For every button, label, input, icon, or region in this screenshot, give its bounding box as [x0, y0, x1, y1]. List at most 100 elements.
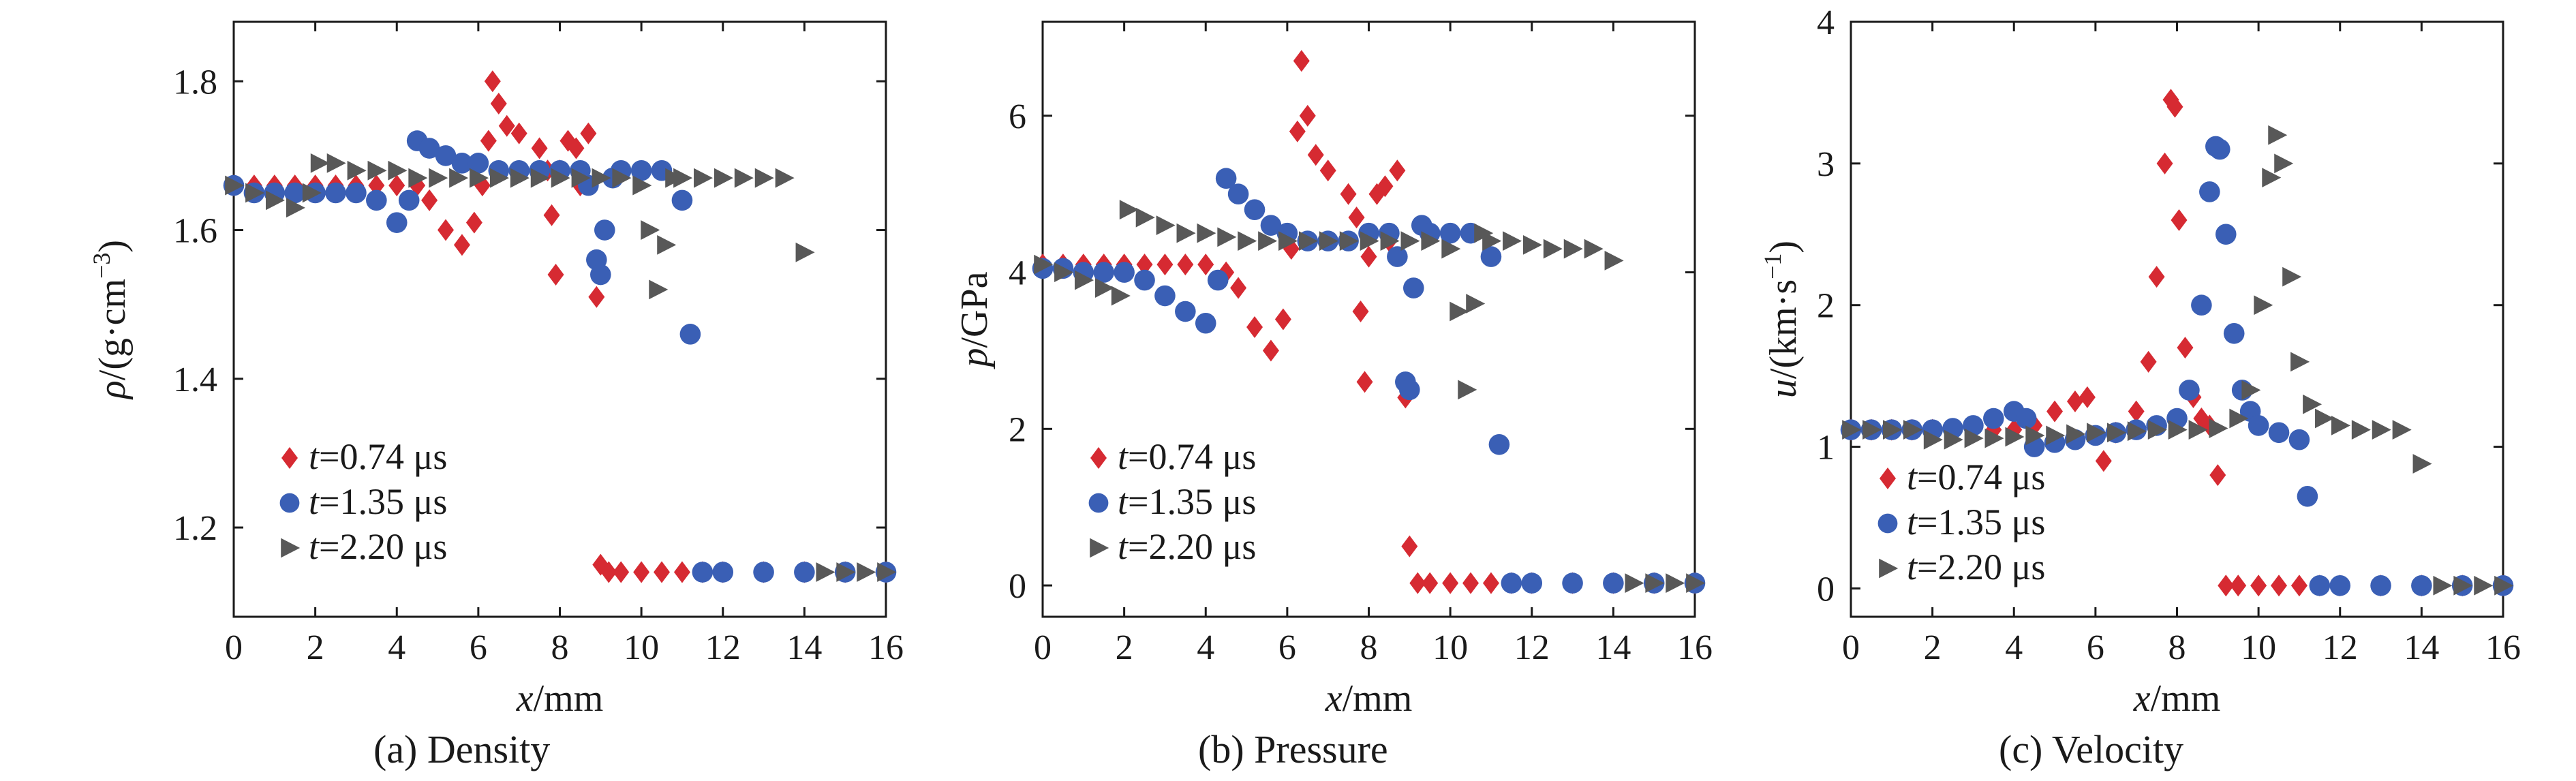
legend-var-b-0: t	[1118, 436, 1129, 477]
point-a-2	[510, 168, 530, 188]
point-b-1	[1562, 572, 1583, 594]
point-b-0	[1360, 245, 1377, 268]
legend-var-a-0: t	[309, 436, 320, 477]
x-axis-var-c: x	[2133, 677, 2151, 720]
y-axis-label-c: u/(km·s−1)	[1759, 241, 1805, 398]
point-a-2	[245, 183, 265, 203]
point-c-1	[2215, 224, 2237, 245]
y-tick-label-b: 4	[1009, 254, 1026, 293]
point-c-0	[2140, 350, 2157, 373]
point-b-0	[1356, 371, 1373, 393]
point-b-2	[1360, 231, 1379, 251]
point-c-2	[2229, 408, 2249, 429]
legend-marker-a-0	[281, 447, 298, 469]
point-a-1	[325, 182, 346, 204]
legend-value-a-0: =0.74 μs	[319, 436, 447, 477]
point-a-0	[673, 561, 690, 583]
point-c-0	[2148, 266, 2165, 288]
point-a-0	[547, 264, 564, 286]
legend-value-b-0: =0.74 μs	[1128, 436, 1256, 477]
point-a-0	[388, 174, 405, 197]
point-b-0	[1177, 254, 1194, 276]
point-b-2	[1441, 239, 1461, 259]
x-tick-label-a: 14	[786, 628, 822, 667]
point-c-0	[2177, 337, 2194, 359]
point-c-1	[2329, 575, 2351, 596]
point-c-2	[2005, 427, 2025, 447]
point-b-0	[1197, 254, 1214, 276]
point-c-1	[2179, 380, 2200, 401]
point-c-2	[1944, 429, 1963, 450]
point-c-2	[1842, 420, 1862, 440]
point-b-2	[1197, 223, 1216, 243]
y-tick-label-a: 1.2	[173, 509, 217, 548]
x-axis-var-b: x	[1325, 677, 1343, 720]
point-b-1	[1501, 572, 1522, 594]
point-a-2	[592, 168, 611, 188]
point-c-2	[1883, 420, 1903, 440]
point-c-2	[2372, 420, 2391, 440]
point-a-2	[551, 168, 570, 188]
point-b-1	[1175, 301, 1196, 322]
point-b-2	[1466, 294, 1486, 313]
x-tick-label-b: 2	[1116, 628, 1133, 667]
point-a-0	[480, 129, 497, 152]
point-a-2	[347, 160, 367, 181]
x-axis-unit-c: /mm	[2151, 677, 2221, 720]
point-b-2	[1400, 231, 1420, 251]
point-b-2	[1298, 231, 1318, 251]
x-axis-unit-a: /mm	[534, 677, 604, 720]
point-c-2	[1984, 428, 2004, 448]
point-c-2	[2168, 420, 2188, 440]
point-b-0	[1422, 572, 1439, 594]
point-c-2	[2106, 423, 2126, 443]
point-a-0	[600, 561, 617, 583]
point-b-2	[1156, 215, 1176, 236]
point-a-0	[421, 189, 438, 211]
y-tick-label-b: 0	[1009, 567, 1026, 606]
point-c-2	[2241, 380, 2261, 400]
point-a-0	[588, 286, 605, 308]
x-tick-label-b: 4	[1197, 628, 1214, 667]
x-tick-label-a: 2	[307, 628, 324, 667]
point-b-2	[1217, 227, 1237, 247]
legend-marker-c-1	[1877, 513, 1898, 534]
point-b-1	[1402, 277, 1424, 298]
point-a-2	[449, 168, 469, 188]
point-c-2	[2433, 575, 2453, 596]
x-tick-label-a: 16	[868, 628, 904, 667]
legend-var-a-2: t	[309, 526, 320, 567]
point-a-1	[692, 562, 714, 583]
point-c-0	[2046, 400, 2064, 423]
point-a-2	[302, 183, 322, 203]
point-c-2	[1903, 420, 1922, 440]
point-b-1	[1114, 262, 1135, 283]
point-c-1	[2191, 294, 2212, 316]
legend-label-b-0: t=0.74 μs	[1118, 436, 1256, 477]
legend-b: t=0.74 μst=1.35 μst=2.20 μs	[1088, 436, 1256, 567]
point-a-2	[649, 279, 669, 300]
point-c-1	[2370, 575, 2391, 596]
point-b-0	[1136, 254, 1153, 276]
legend-marker-c-0	[1880, 468, 1896, 489]
point-c-1	[2015, 408, 2037, 429]
point-c-2	[2066, 424, 2086, 444]
point-a-0	[580, 122, 597, 144]
point-a-0	[465, 211, 482, 234]
x-axis-label-b: x/mm	[1325, 677, 1413, 720]
point-a-2	[571, 168, 591, 188]
point-c-1	[2209, 138, 2230, 160]
legend-label-a-0: t=0.74 μs	[309, 436, 447, 477]
point-c-0	[2290, 575, 2307, 597]
point-b-2	[1380, 231, 1400, 251]
point-a-2	[734, 168, 754, 188]
point-c-2	[2303, 394, 2322, 414]
point-c-2	[2351, 420, 2371, 440]
point-c-1	[2223, 322, 2245, 344]
point-a-1	[630, 159, 652, 181]
point-c-2	[2254, 295, 2273, 316]
point-b-0	[1289, 120, 1306, 142]
point-c-2	[2282, 266, 2302, 287]
point-a-2	[877, 562, 897, 582]
